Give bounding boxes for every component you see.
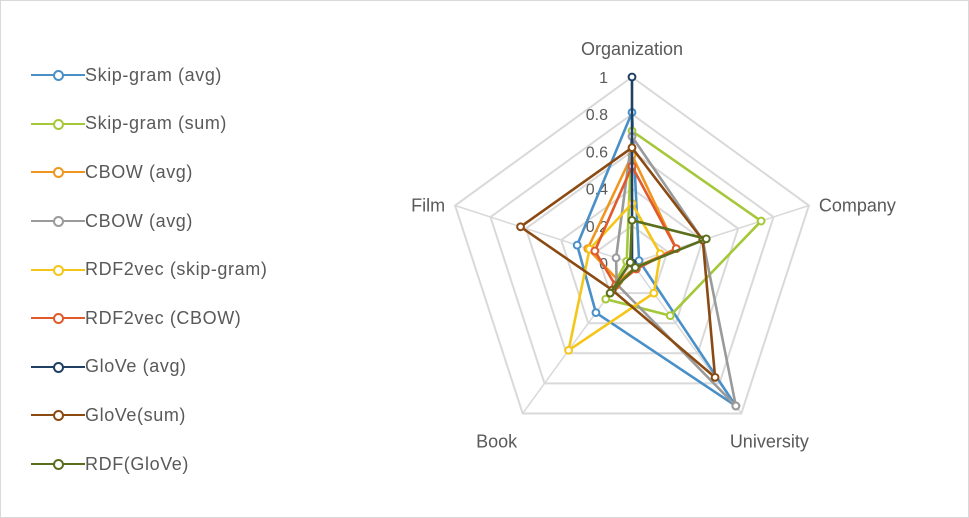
data-point [611, 253, 621, 263]
data-point [572, 240, 582, 250]
legend-item: GloVe (avg) [31, 343, 361, 392]
legend-item: RDF(GloVe) [31, 440, 361, 489]
legend-item: Skip-gram (sum) [31, 100, 361, 149]
data-point [627, 143, 637, 153]
data-point [649, 288, 659, 298]
data-point [756, 216, 766, 226]
legend-marker-icon [31, 408, 85, 422]
data-point [591, 308, 601, 318]
data-point [665, 311, 675, 321]
grid-ring [560, 187, 704, 325]
data-point [605, 288, 615, 298]
legend-item: CBOW (avg) [31, 148, 361, 197]
legend-marker-icon [31, 360, 85, 374]
legend-marker-icon [31, 68, 85, 82]
tick-label: 0.6 [586, 144, 608, 161]
legend-marker-icon [31, 311, 85, 325]
data-point [701, 234, 711, 244]
legend-marker-icon [31, 263, 85, 277]
legend-label: GloVe(sum) [85, 404, 187, 425]
legend-item: RDF2vec (CBOW) [31, 294, 361, 343]
legend-label: Skip-gram (avg) [85, 64, 223, 85]
legend-label: RDF2vec (CBOW) [85, 307, 242, 328]
grid-ring [489, 112, 775, 385]
legend-marker-icon [31, 165, 85, 179]
data-point [710, 372, 720, 382]
category-label: Book [476, 431, 518, 451]
grid-ring [595, 224, 669, 295]
legend-label: Skip-gram (sum) [85, 113, 228, 134]
category-label: Organization [581, 39, 683, 59]
legend-item: GloVe(sum) [31, 391, 361, 440]
data-point [630, 263, 640, 272]
series-line [575, 111, 738, 408]
legend-label: RDF(GloVe) [85, 453, 190, 474]
legend-item: CBOW (avg) [31, 197, 361, 246]
legend-marker-icon [31, 117, 85, 131]
series-line [567, 202, 662, 352]
chart-legend: Skip-gram (avg) Skip-gram (sum) CBOW (avg)… [31, 51, 361, 488]
legend-label: RDF2vec (skip-gram) [85, 259, 268, 280]
category-label: Film [411, 196, 445, 216]
data-point [590, 246, 600, 256]
grid-ring [453, 75, 811, 415]
data-point [627, 72, 637, 82]
legend-marker-icon [31, 457, 85, 471]
data-point [564, 345, 573, 355]
category-label: University [730, 431, 809, 451]
data-point [601, 294, 611, 304]
data-point [634, 256, 644, 266]
legend-label: GloVe (avg) [85, 356, 187, 377]
legend-marker-icon [31, 214, 85, 228]
series-line [519, 146, 717, 379]
data-point [516, 222, 525, 232]
legend-item: RDF2vec (skip-gram) [31, 245, 361, 294]
tick-label: 1 [599, 70, 608, 87]
category-label: Company [819, 196, 896, 216]
legend-item: Skip-gram (avg) [31, 51, 361, 100]
legend-label: CBOW (avg) [85, 210, 194, 231]
legend-label: CBOW (avg) [85, 161, 194, 182]
grid-spoke [454, 204, 633, 264]
series-line [608, 218, 708, 295]
tick-label: 0.8 [586, 107, 608, 124]
data-point [627, 215, 637, 225]
grid-ring [524, 150, 740, 355]
data-point [731, 401, 741, 411]
data-point [625, 258, 635, 267]
